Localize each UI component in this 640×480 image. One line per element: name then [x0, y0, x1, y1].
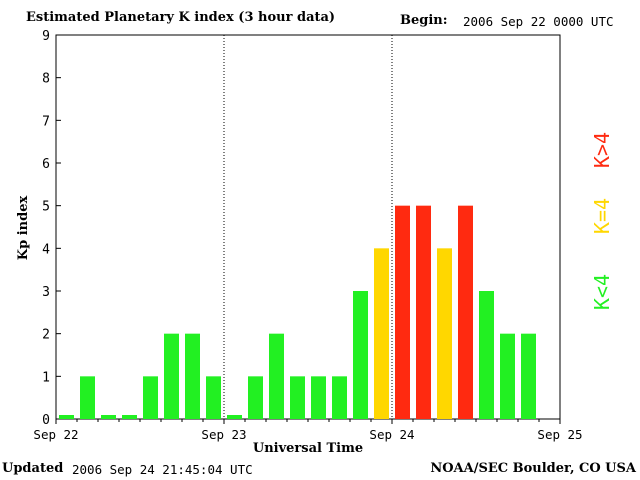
kp-bar [185, 333, 200, 419]
x-axis-title: Universal Time [253, 441, 363, 456]
legend-label: K=4 [590, 198, 614, 234]
x-tick-label: Sep 22 [33, 427, 78, 442]
kp-bar [143, 376, 158, 419]
y-tick-label: 1 [42, 370, 50, 385]
legend-label: K>4 [590, 132, 614, 168]
kp-bar [227, 415, 242, 419]
kp-bar [416, 205, 431, 419]
kp-bar [248, 376, 263, 419]
y-tick-label: 4 [42, 242, 50, 257]
kp-bar [290, 376, 305, 419]
kp-bar [479, 291, 494, 419]
y-tick-label: 2 [42, 328, 50, 343]
kp-bar [437, 248, 452, 419]
chart-title: Estimated Planetary K index (3 hour data… [26, 10, 336, 25]
footer-updated-value: 2006 Sep 24 21:45:04 UTC [72, 462, 253, 477]
y-axis-title: Kp index [16, 196, 31, 261]
kp-bar [59, 415, 74, 419]
y-tick-label: 5 [42, 200, 50, 215]
legend-label: K<4 [590, 274, 614, 310]
kp-bar [206, 376, 221, 419]
y-tick-label: 6 [42, 157, 50, 172]
kp-bar [269, 333, 284, 419]
begin-value: 2006 Sep 22 0000 UTC [463, 14, 614, 29]
kp-bar [122, 415, 137, 419]
kp-bar [395, 205, 410, 419]
y-tick-label: 3 [42, 285, 50, 300]
x-tick-label: Sep 25 [537, 427, 582, 442]
kp-bar [458, 205, 473, 419]
kp-bar [101, 415, 116, 419]
footer-source: NOAA/SEC Boulder, CO USA [430, 461, 636, 476]
x-tick-label: Sep 24 [369, 427, 414, 442]
y-tick-label: 0 [42, 413, 50, 428]
kp-bar [80, 376, 95, 419]
kp-bar [311, 376, 326, 419]
kp-bar [353, 291, 368, 419]
y-tick-label: 9 [42, 29, 50, 44]
footer-updated-label: Updated [2, 461, 64, 476]
kp-bar [500, 333, 515, 419]
kp-bar [164, 333, 179, 419]
kp-bar [332, 376, 347, 419]
x-tick-label: Sep 23 [201, 427, 246, 442]
y-tick-label: 7 [42, 114, 50, 129]
y-tick-label: 8 [42, 72, 50, 87]
begin-label: Begin: [400, 13, 448, 28]
kp-bar [374, 248, 389, 419]
kp-bar [521, 333, 536, 419]
